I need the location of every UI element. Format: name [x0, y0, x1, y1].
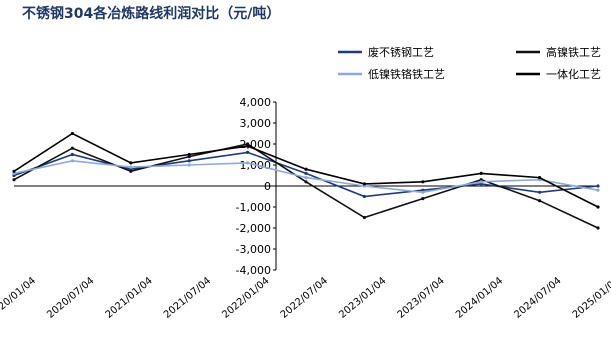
y-tick-label: -3,000 [236, 243, 271, 256]
series-point [70, 159, 74, 163]
series-point [362, 194, 366, 199]
series-point [129, 165, 133, 169]
series-point [70, 131, 74, 136]
y-tick-label: -2,000 [236, 222, 271, 235]
series-point [421, 197, 425, 201]
series-point [596, 188, 600, 192]
y-tick-label: 4,000 [240, 96, 272, 109]
legend-label: 低镍铁铬铁工艺 [368, 67, 445, 81]
series-point [70, 146, 74, 150]
series-point [421, 190, 425, 194]
x-tick-label: 2024/01/04 [454, 275, 505, 320]
series-point [70, 152, 74, 157]
x-tick-label: 2023/01/04 [337, 275, 388, 320]
x-tick-label: 2021/07/04 [162, 275, 213, 320]
x-tick-label: 2023/07/04 [396, 275, 447, 320]
x-axis: 2020/01/04 2020/07/04 2021/01/04 2021/07/04… [0, 185, 611, 321]
x-tick-label: 2024/07/04 [512, 275, 563, 320]
x-tick-label: 2025/01/04 [571, 275, 611, 320]
x-tick-label: 2020/07/04 [45, 275, 96, 320]
series-point [479, 180, 483, 184]
series-point [596, 226, 600, 230]
series-point [538, 190, 542, 194]
series-point [304, 171, 308, 175]
legend-label: 高镍铁工艺 [546, 45, 601, 59]
y-tick-label: 2,000 [240, 138, 272, 151]
series-point [538, 176, 542, 180]
y-tick-label: -4,000 [236, 264, 271, 277]
series-point [187, 163, 191, 167]
series-point [12, 169, 16, 173]
x-tick-label: 2021/01/04 [104, 275, 155, 320]
series-point [362, 215, 366, 220]
series-point [362, 182, 366, 186]
y-tick-label: -1,000 [236, 201, 271, 214]
series-point [304, 167, 308, 171]
series-point [187, 152, 191, 157]
y-tick-label: 3,000 [240, 117, 272, 130]
series-point [304, 176, 308, 180]
series-point [538, 199, 542, 203]
series-point [246, 150, 250, 154]
series-point [304, 180, 308, 184]
series-layer [12, 131, 600, 230]
series-point [596, 184, 600, 188]
chart-title: 不锈钢304各冶炼路线利润对比（元/吨） [22, 5, 280, 22]
series-point [129, 169, 133, 173]
legend-label: 废不锈钢工艺 [368, 45, 434, 59]
series-point [421, 180, 425, 184]
series-point [246, 144, 250, 148]
x-tick-label: 2022/07/04 [279, 275, 330, 320]
series-point [12, 178, 16, 182]
series-point [246, 161, 250, 165]
legend-label: 一体化工艺 [546, 67, 601, 81]
series-point [187, 159, 191, 163]
series-point [596, 205, 600, 209]
series-point [129, 161, 133, 165]
series-point [479, 171, 483, 175]
x-tick-label: 2022/01/04 [220, 275, 271, 320]
x-tick-label: 2020/01/04 [0, 275, 38, 320]
